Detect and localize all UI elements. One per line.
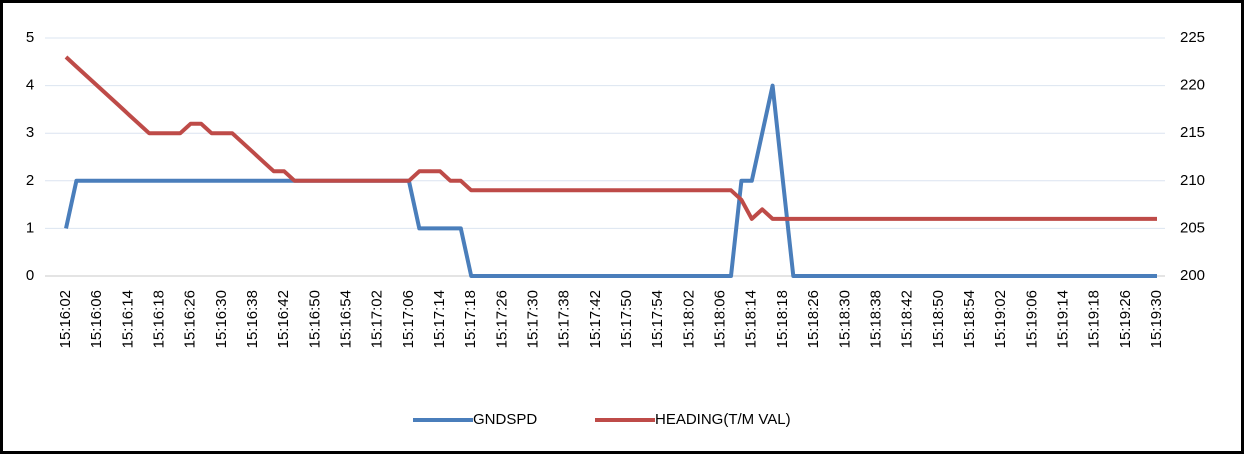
x-tick-label: 15:17:02 xyxy=(369,290,386,348)
y-tick-label: 4 xyxy=(26,77,34,94)
x-tick-label: 15:18:18 xyxy=(774,290,791,348)
x-tick-label: 15:16:38 xyxy=(244,290,261,348)
y-tick-label: 5 xyxy=(26,29,34,46)
y-tick-label: 3 xyxy=(26,124,34,141)
x-tick-label: 15:17:14 xyxy=(431,290,448,348)
x-tick-label: 15:17:18 xyxy=(462,290,479,348)
series-line xyxy=(64,55,1157,221)
y-tick-label: 2 xyxy=(26,172,34,189)
x-tick-label: 15:18:42 xyxy=(899,290,916,348)
x-tick-label: 15:18:30 xyxy=(836,290,853,348)
x-tick-label: 15:16:26 xyxy=(182,290,199,348)
x-tick-label: 15:19:26 xyxy=(1117,290,1134,348)
x-tick-label: 15:19:30 xyxy=(1148,290,1165,348)
x-tick-label: 15:18:38 xyxy=(867,290,884,348)
x-tick-label: 15:17:50 xyxy=(618,290,635,348)
x-tick-label: 15:19:06 xyxy=(1023,290,1040,348)
x-tick-label: 15:16:50 xyxy=(306,290,323,348)
x-tick-label: 15:17:42 xyxy=(587,290,604,348)
x-tick-label: 15:19:14 xyxy=(1054,290,1071,348)
y2-tick-label: 225 xyxy=(1180,29,1205,46)
y2-tick-label: 210 xyxy=(1180,172,1205,189)
x-tick-label: 15:17:26 xyxy=(493,290,510,348)
x-tick-label: 15:16:30 xyxy=(213,290,230,348)
x-tick-label: 15:17:30 xyxy=(525,290,542,348)
x-tick-label: 15:17:38 xyxy=(556,290,573,348)
x-tick-label: 15:16:54 xyxy=(338,290,355,348)
y2-tick-label: 205 xyxy=(1180,219,1205,236)
x-tick-label: 15:18:14 xyxy=(743,290,760,348)
x-tick-label: 15:16:42 xyxy=(275,290,292,348)
legend-label: HEADING(T/M VAL) xyxy=(655,411,791,428)
legend-label: GNDSPD xyxy=(473,411,537,428)
x-tick-label: 15:18:26 xyxy=(805,290,822,348)
x-tick-label: 15:17:06 xyxy=(400,290,417,348)
x-tick-label: 15:16:14 xyxy=(119,290,136,348)
y-tick-label: 1 xyxy=(26,219,34,236)
x-tick-label: 15:16:06 xyxy=(88,290,105,348)
x-tick-label: 15:17:54 xyxy=(649,290,666,348)
x-tick-label: 15:16:02 xyxy=(57,290,74,348)
series-line xyxy=(64,83,1157,278)
x-tick-label: 15:19:18 xyxy=(1086,290,1103,348)
x-tick-label: 15:18:02 xyxy=(680,290,697,348)
y2-tick-label: 215 xyxy=(1180,124,1205,141)
x-tick-label: 15:16:18 xyxy=(150,290,167,348)
y2-tick-label: 220 xyxy=(1180,77,1205,94)
x-tick-label: 15:19:02 xyxy=(992,290,1009,348)
x-tick-label: 15:18:06 xyxy=(712,290,729,348)
x-tick-label: 15:18:54 xyxy=(961,290,978,348)
x-tick-label: 15:18:50 xyxy=(930,290,947,348)
y2-tick-label: 200 xyxy=(1180,267,1205,284)
y-tick-label: 0 xyxy=(26,267,34,284)
